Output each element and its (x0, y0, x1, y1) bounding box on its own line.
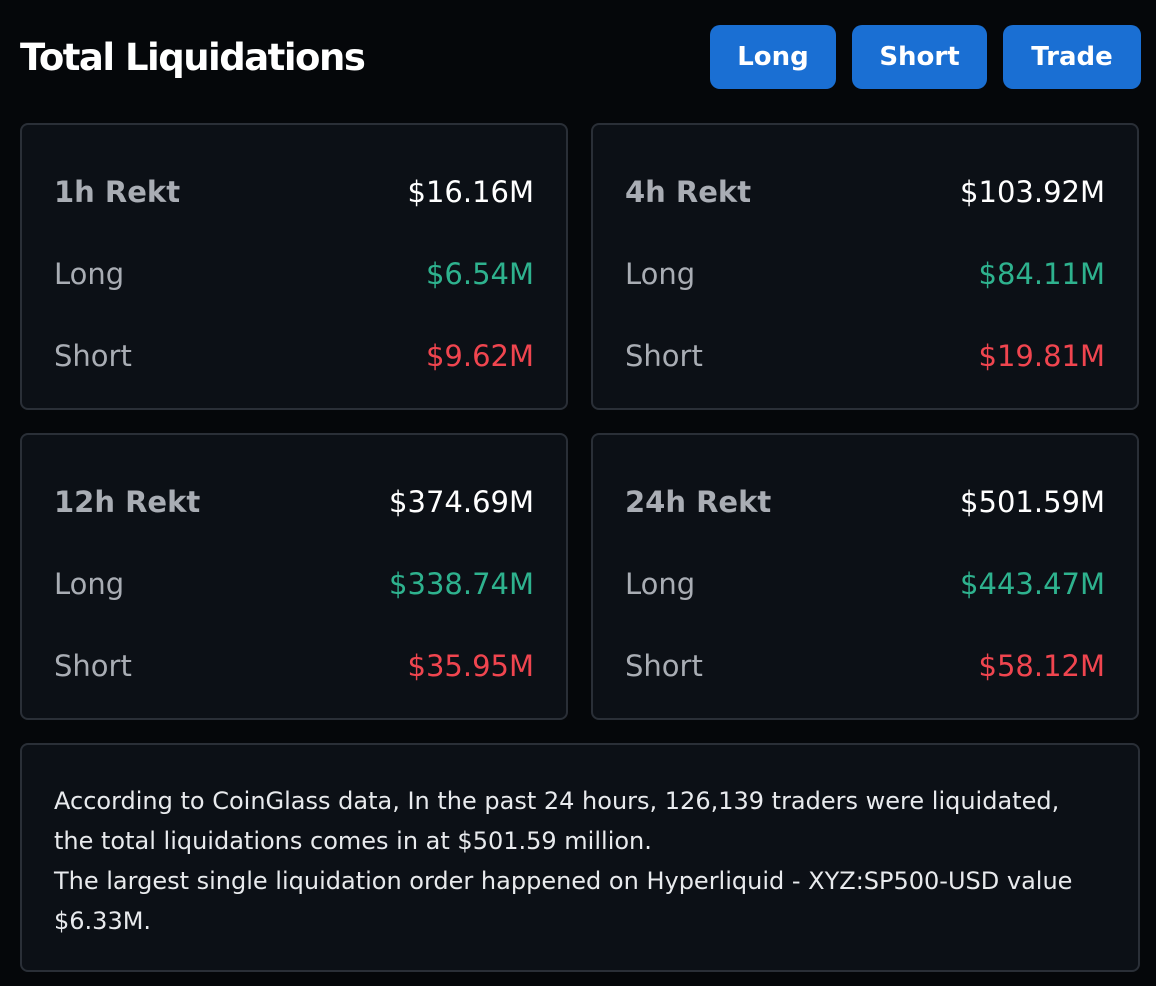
total-value: $103.92M (960, 175, 1105, 209)
header: Total Liquidations Long Short Trade (20, 24, 1141, 90)
card-4h-rekt: 4h Rekt $103.92M Long $84.11M Short $19.… (591, 123, 1139, 410)
card-title: 1h Rekt (54, 175, 181, 209)
total-value: $374.69M (389, 485, 534, 519)
summary-text-1: According to CoinGlass data, In the past… (54, 787, 1060, 855)
card-title: 12h Rekt (54, 485, 201, 519)
short-value: $9.62M (425, 339, 534, 373)
total-row: 1h Rekt $16.16M (54, 172, 534, 212)
total-row: 24h Rekt $501.59M (625, 482, 1105, 522)
card-1h-rekt: 1h Rekt $16.16M Long $6.54M Short $9.62M (20, 123, 568, 410)
card-title: 4h Rekt (625, 175, 752, 209)
short-row: Short $58.12M (625, 646, 1105, 686)
trade-button[interactable]: Trade (1003, 25, 1141, 89)
short-row: Short $35.95M (54, 646, 534, 686)
long-row: Long $84.11M (625, 254, 1105, 294)
short-value: $35.95M (407, 649, 535, 683)
short-value: $19.81M (978, 339, 1106, 373)
short-label: Short (54, 649, 132, 683)
long-label: Long (625, 567, 696, 601)
long-value: $6.54M (425, 257, 534, 291)
long-button[interactable]: Long (710, 25, 836, 89)
long-label: Long (54, 257, 125, 291)
short-label: Short (625, 339, 703, 373)
long-label: Long (625, 257, 696, 291)
page-title: Total Liquidations (20, 36, 366, 79)
total-value: $501.59M (960, 485, 1105, 519)
long-value: $443.47M (960, 567, 1105, 601)
long-row: Long $6.54M (54, 254, 534, 294)
short-button[interactable]: Short (852, 25, 987, 89)
long-row: Long $338.74M (54, 564, 534, 604)
long-value: $84.11M (978, 257, 1106, 291)
summary-text-2: The largest single liquidation order hap… (54, 867, 1073, 935)
short-row: Short $19.81M (625, 336, 1105, 376)
short-row: Short $9.62M (54, 336, 534, 376)
summary-panel: According to CoinGlass data, In the past… (20, 743, 1140, 972)
short-label: Short (54, 339, 132, 373)
long-row: Long $443.47M (625, 564, 1105, 604)
short-value: $58.12M (978, 649, 1106, 683)
long-value: $338.74M (389, 567, 534, 601)
short-label: Short (625, 649, 703, 683)
total-row: 4h Rekt $103.92M (625, 172, 1105, 212)
card-title: 24h Rekt (625, 485, 772, 519)
long-label: Long (54, 567, 125, 601)
card-12h-rekt: 12h Rekt $374.69M Long $338.74M Short $3… (20, 433, 568, 720)
total-row: 12h Rekt $374.69M (54, 482, 534, 522)
card-24h-rekt: 24h Rekt $501.59M Long $443.47M Short $5… (591, 433, 1139, 720)
total-value: $16.16M (407, 175, 535, 209)
